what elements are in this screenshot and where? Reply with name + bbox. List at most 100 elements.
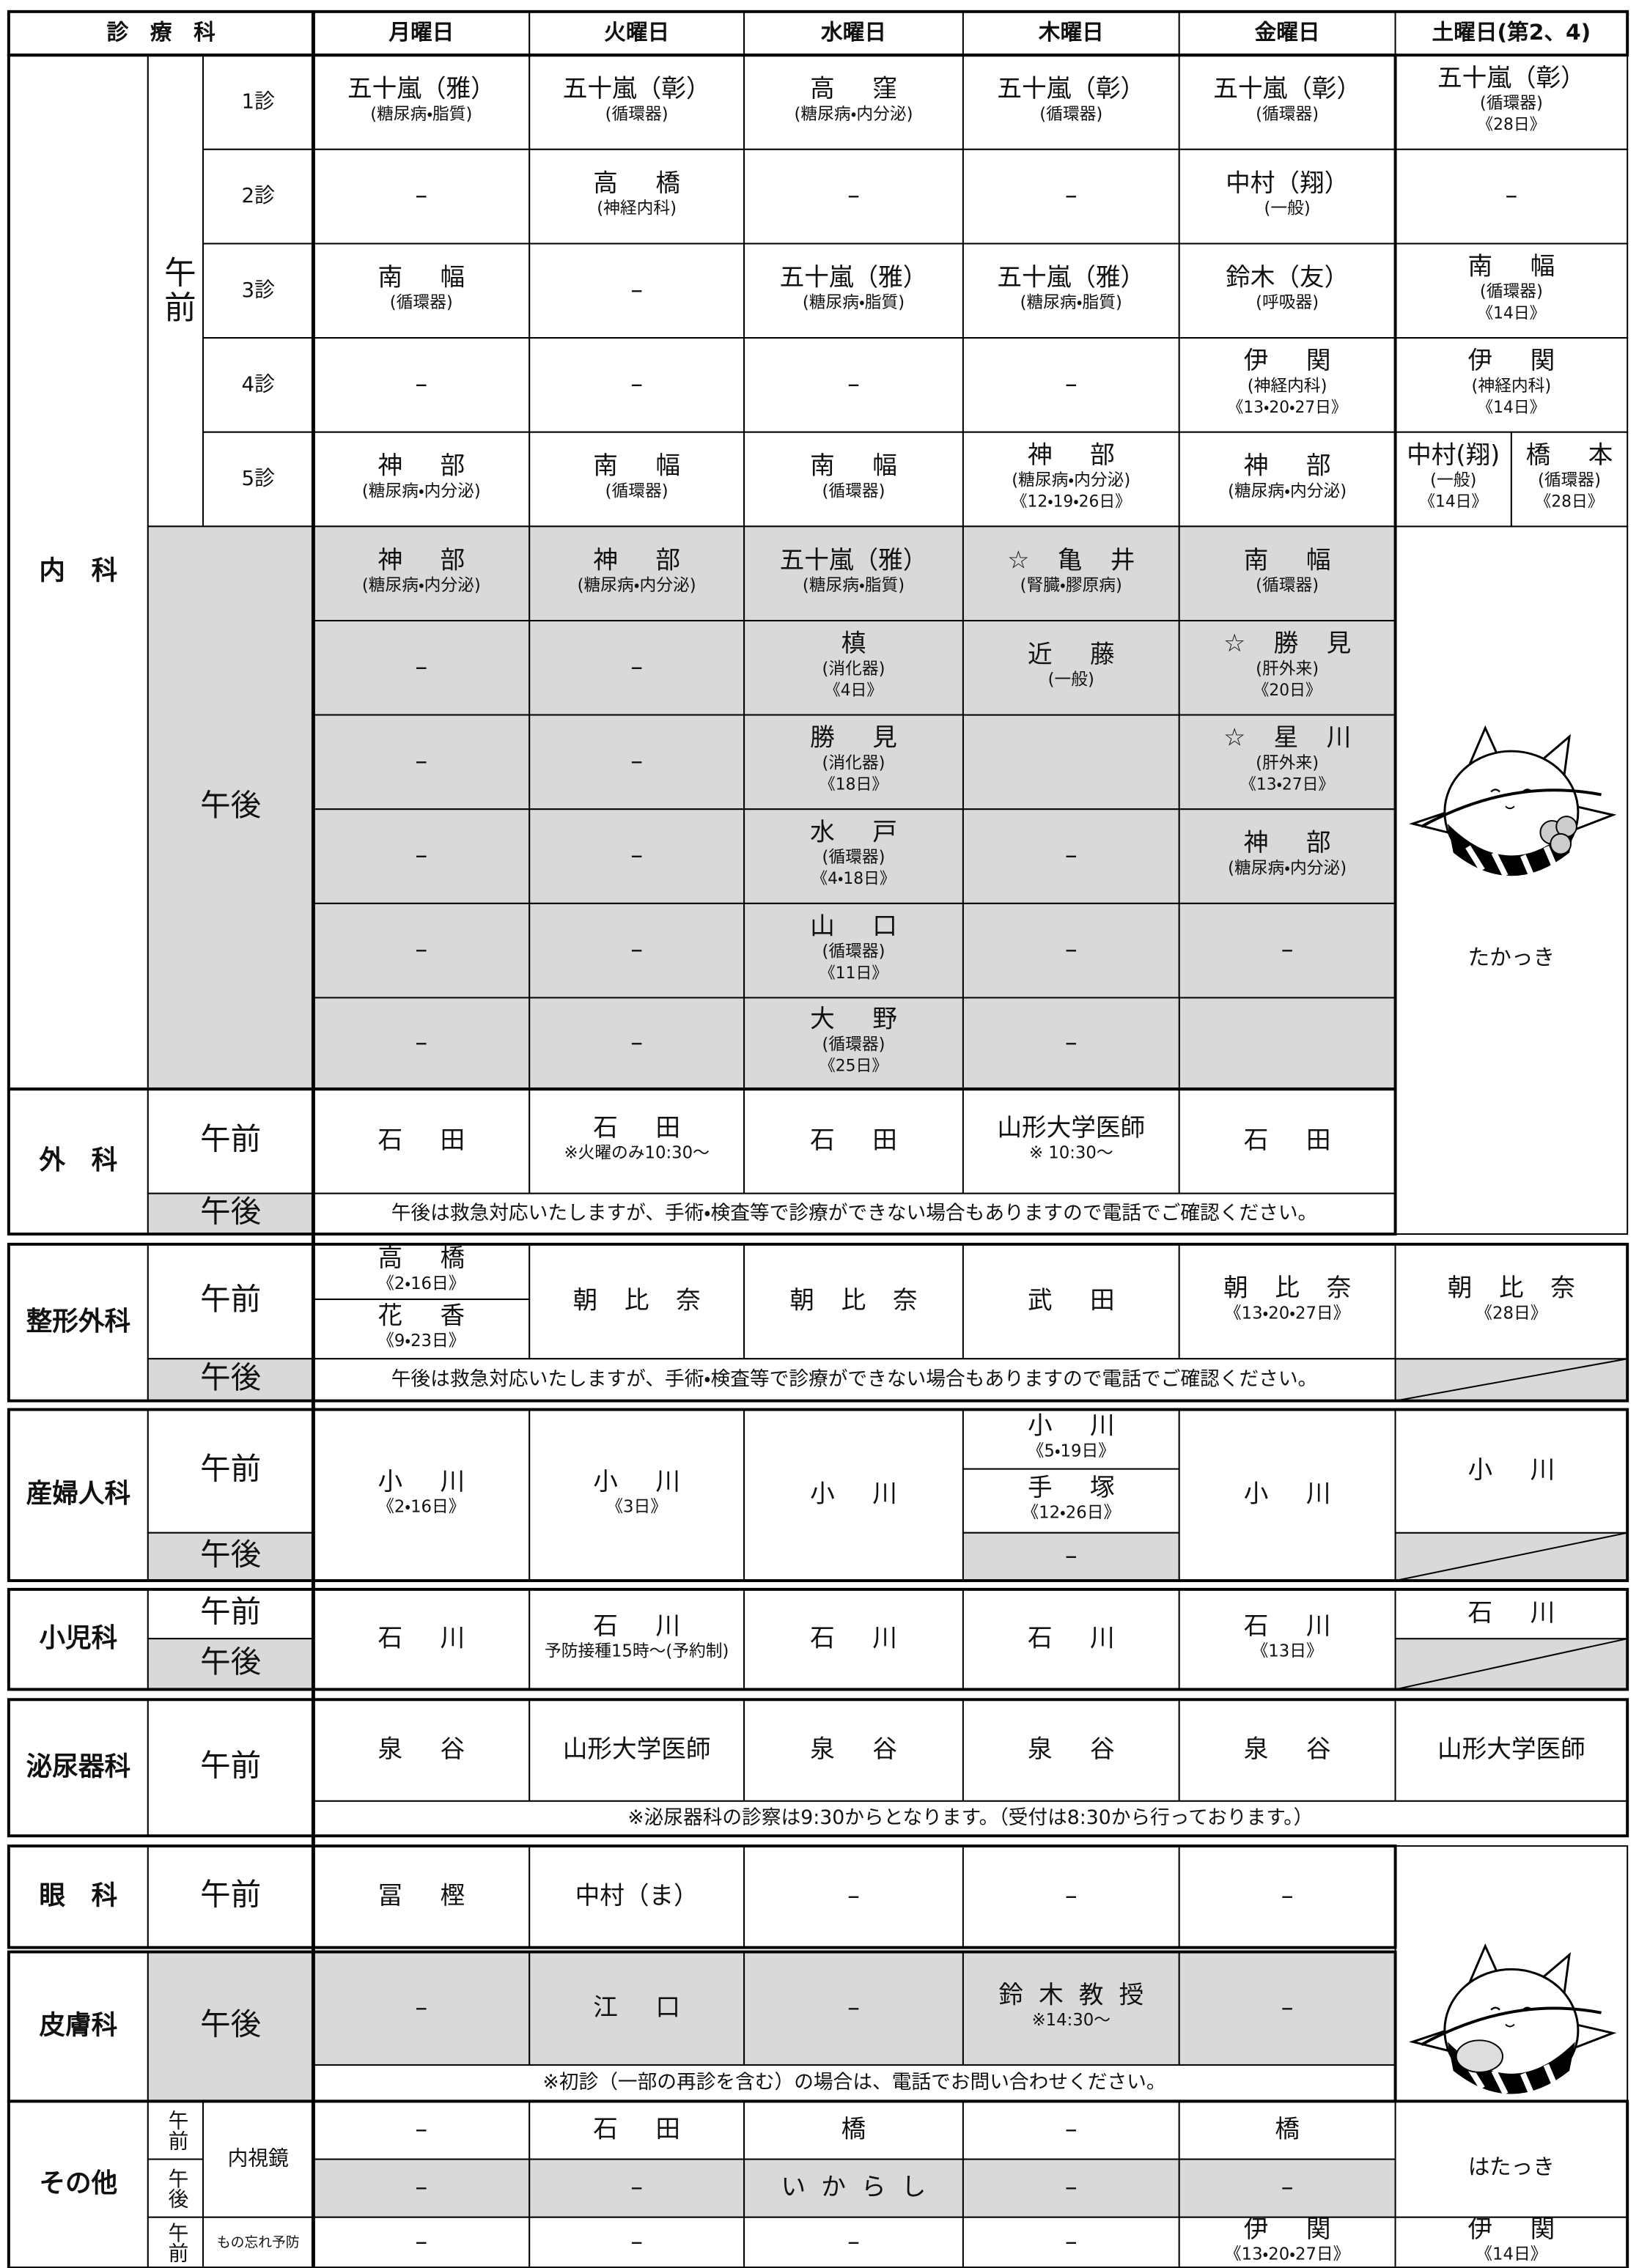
cell-detail: (呼吸器): [1256, 293, 1319, 312]
doctor-name: –: [630, 1027, 643, 1056]
cell: [528, 1243, 745, 1360]
cell-dates: 《11日》: [820, 964, 888, 983]
cell: [147, 525, 314, 1090]
section-border: [7, 1844, 1397, 1949]
cell: [1178, 525, 1396, 621]
cell-detail: (循環器): [822, 848, 885, 867]
cell-detail: ※火曜のみ10:30〜: [564, 1144, 709, 1163]
doctor-name: –: [415, 181, 427, 210]
doctor-name: –: [847, 1881, 860, 1910]
doctor-name: –: [1065, 2115, 1078, 2143]
cell-detail: 《9・23日》: [377, 1331, 465, 1351]
room-label: 2診: [242, 183, 276, 207]
cell: [743, 243, 964, 339]
cell-dates: 《20日》: [1253, 681, 1322, 700]
cell: [147, 1951, 314, 2102]
cell-detail: (糖尿病・内分泌): [362, 576, 481, 595]
doctor-name: –: [630, 2173, 643, 2201]
cell: [1178, 54, 1396, 150]
section-border: [7, 1587, 1629, 1691]
cell-detail: (糖尿病・脂質): [803, 293, 905, 312]
cell: [7, 54, 149, 1090]
cell-detail: (糖尿病・内分泌): [1012, 471, 1130, 490]
doctor-name: 五十嵐（雅）: [347, 74, 496, 103]
cell: [962, 1408, 1180, 1470]
department-label: 整形外科: [26, 1307, 130, 1337]
cell: [312, 619, 531, 716]
cell: [743, 54, 964, 150]
department-label: 小児科: [39, 1623, 117, 1653]
cell-detail: (一般): [1264, 199, 1311, 218]
session-label: 午前: [200, 1451, 261, 1487]
cell: [962, 1088, 1180, 1194]
cell: [312, 1088, 531, 1194]
cell-detail: (循環器): [605, 105, 669, 124]
vertical-label: 午前: [164, 2110, 188, 2150]
section-border: [7, 1408, 1629, 1582]
cell: [1510, 431, 1629, 528]
cell: [528, 148, 745, 245]
doctor-name: 朝比奈: [1223, 1274, 1351, 1302]
cell-detail: (神経内科): [597, 199, 677, 218]
cell-detail: (消化器): [822, 753, 885, 772]
cell-detail: (消化器): [822, 660, 885, 679]
cell-detail: (糖尿病・内分泌): [362, 481, 481, 500]
cell: [743, 431, 964, 528]
cell-detail: (糖尿病・内分泌): [578, 576, 696, 595]
cell-detail: (一般): [1430, 471, 1476, 490]
doctor-name: –: [630, 935, 643, 964]
cell: [7, 1408, 149, 1581]
cell: [312, 1192, 1396, 1235]
column-header: 診 療 科: [106, 19, 216, 45]
section-border: [7, 1242, 1629, 1403]
session-label: 午後: [200, 787, 261, 823]
cell: [962, 1588, 1180, 1691]
cell: [528, 431, 745, 528]
cell-detail: 《13・20・27日》: [1225, 2245, 1350, 2264]
cell-detail: 《12・26日》: [1022, 1503, 1120, 1522]
room-label: 5診: [242, 466, 276, 490]
cell-dates: 《28日》: [1536, 493, 1604, 511]
cell-detail: (腎臓・膠原病): [1020, 576, 1122, 595]
cell: [962, 1845, 1180, 1949]
doctor-name: –: [415, 2173, 427, 2201]
column-header: 火曜日: [604, 19, 669, 45]
section-border: [7, 1698, 1629, 1838]
cell: [147, 1358, 314, 1402]
mascot-hatakki: [1409, 1943, 1617, 2096]
cell: [1178, 1088, 1396, 1194]
session-label: 午後: [200, 2006, 261, 2042]
cell: [743, 997, 964, 1090]
cell-detail: (肝外来): [1256, 753, 1319, 772]
doctor-name: –: [415, 1027, 427, 1056]
cell-detail: (循環器): [1039, 105, 1102, 124]
cell-dates: 《13・20・27日》: [1228, 399, 1347, 417]
cell-detail: (循環器): [822, 1035, 885, 1054]
cell: [743, 2158, 964, 2218]
cell-detail: 《2・16日》: [377, 1274, 465, 1293]
cell: [743, 619, 964, 716]
blank-cell: [1178, 997, 1396, 1090]
cell: [147, 1088, 314, 1194]
cell: [743, 714, 964, 810]
cell: [312, 2216, 531, 2268]
vertical-label: 午前: [164, 2223, 188, 2263]
cell: [528, 1588, 745, 1691]
session-label: 午前: [200, 1876, 261, 1912]
cell-dates: 《4・18日》: [811, 870, 895, 888]
diagonal: [1395, 1358, 1628, 1402]
cell: [202, 2216, 314, 2268]
cell: [1178, 714, 1396, 810]
cell: [312, 1845, 531, 1949]
mascots: [1409, 725, 1617, 2096]
cell-detail: 《3日》: [606, 1498, 667, 1517]
cell: [962, 1951, 1180, 2066]
note: ※初診（一部の再診を含む）の場合は、電話でお問い合わせください。: [542, 2071, 1165, 2094]
cell-detail: 《13日》: [1252, 1641, 1323, 1661]
doctor-name: –: [1281, 1992, 1294, 2021]
cell-detail: (循環器): [1480, 282, 1543, 301]
cell: [743, 525, 964, 621]
doctor-name: –: [630, 275, 643, 303]
cell: [1394, 1408, 1629, 1534]
doctor-name: –: [415, 2115, 427, 2143]
